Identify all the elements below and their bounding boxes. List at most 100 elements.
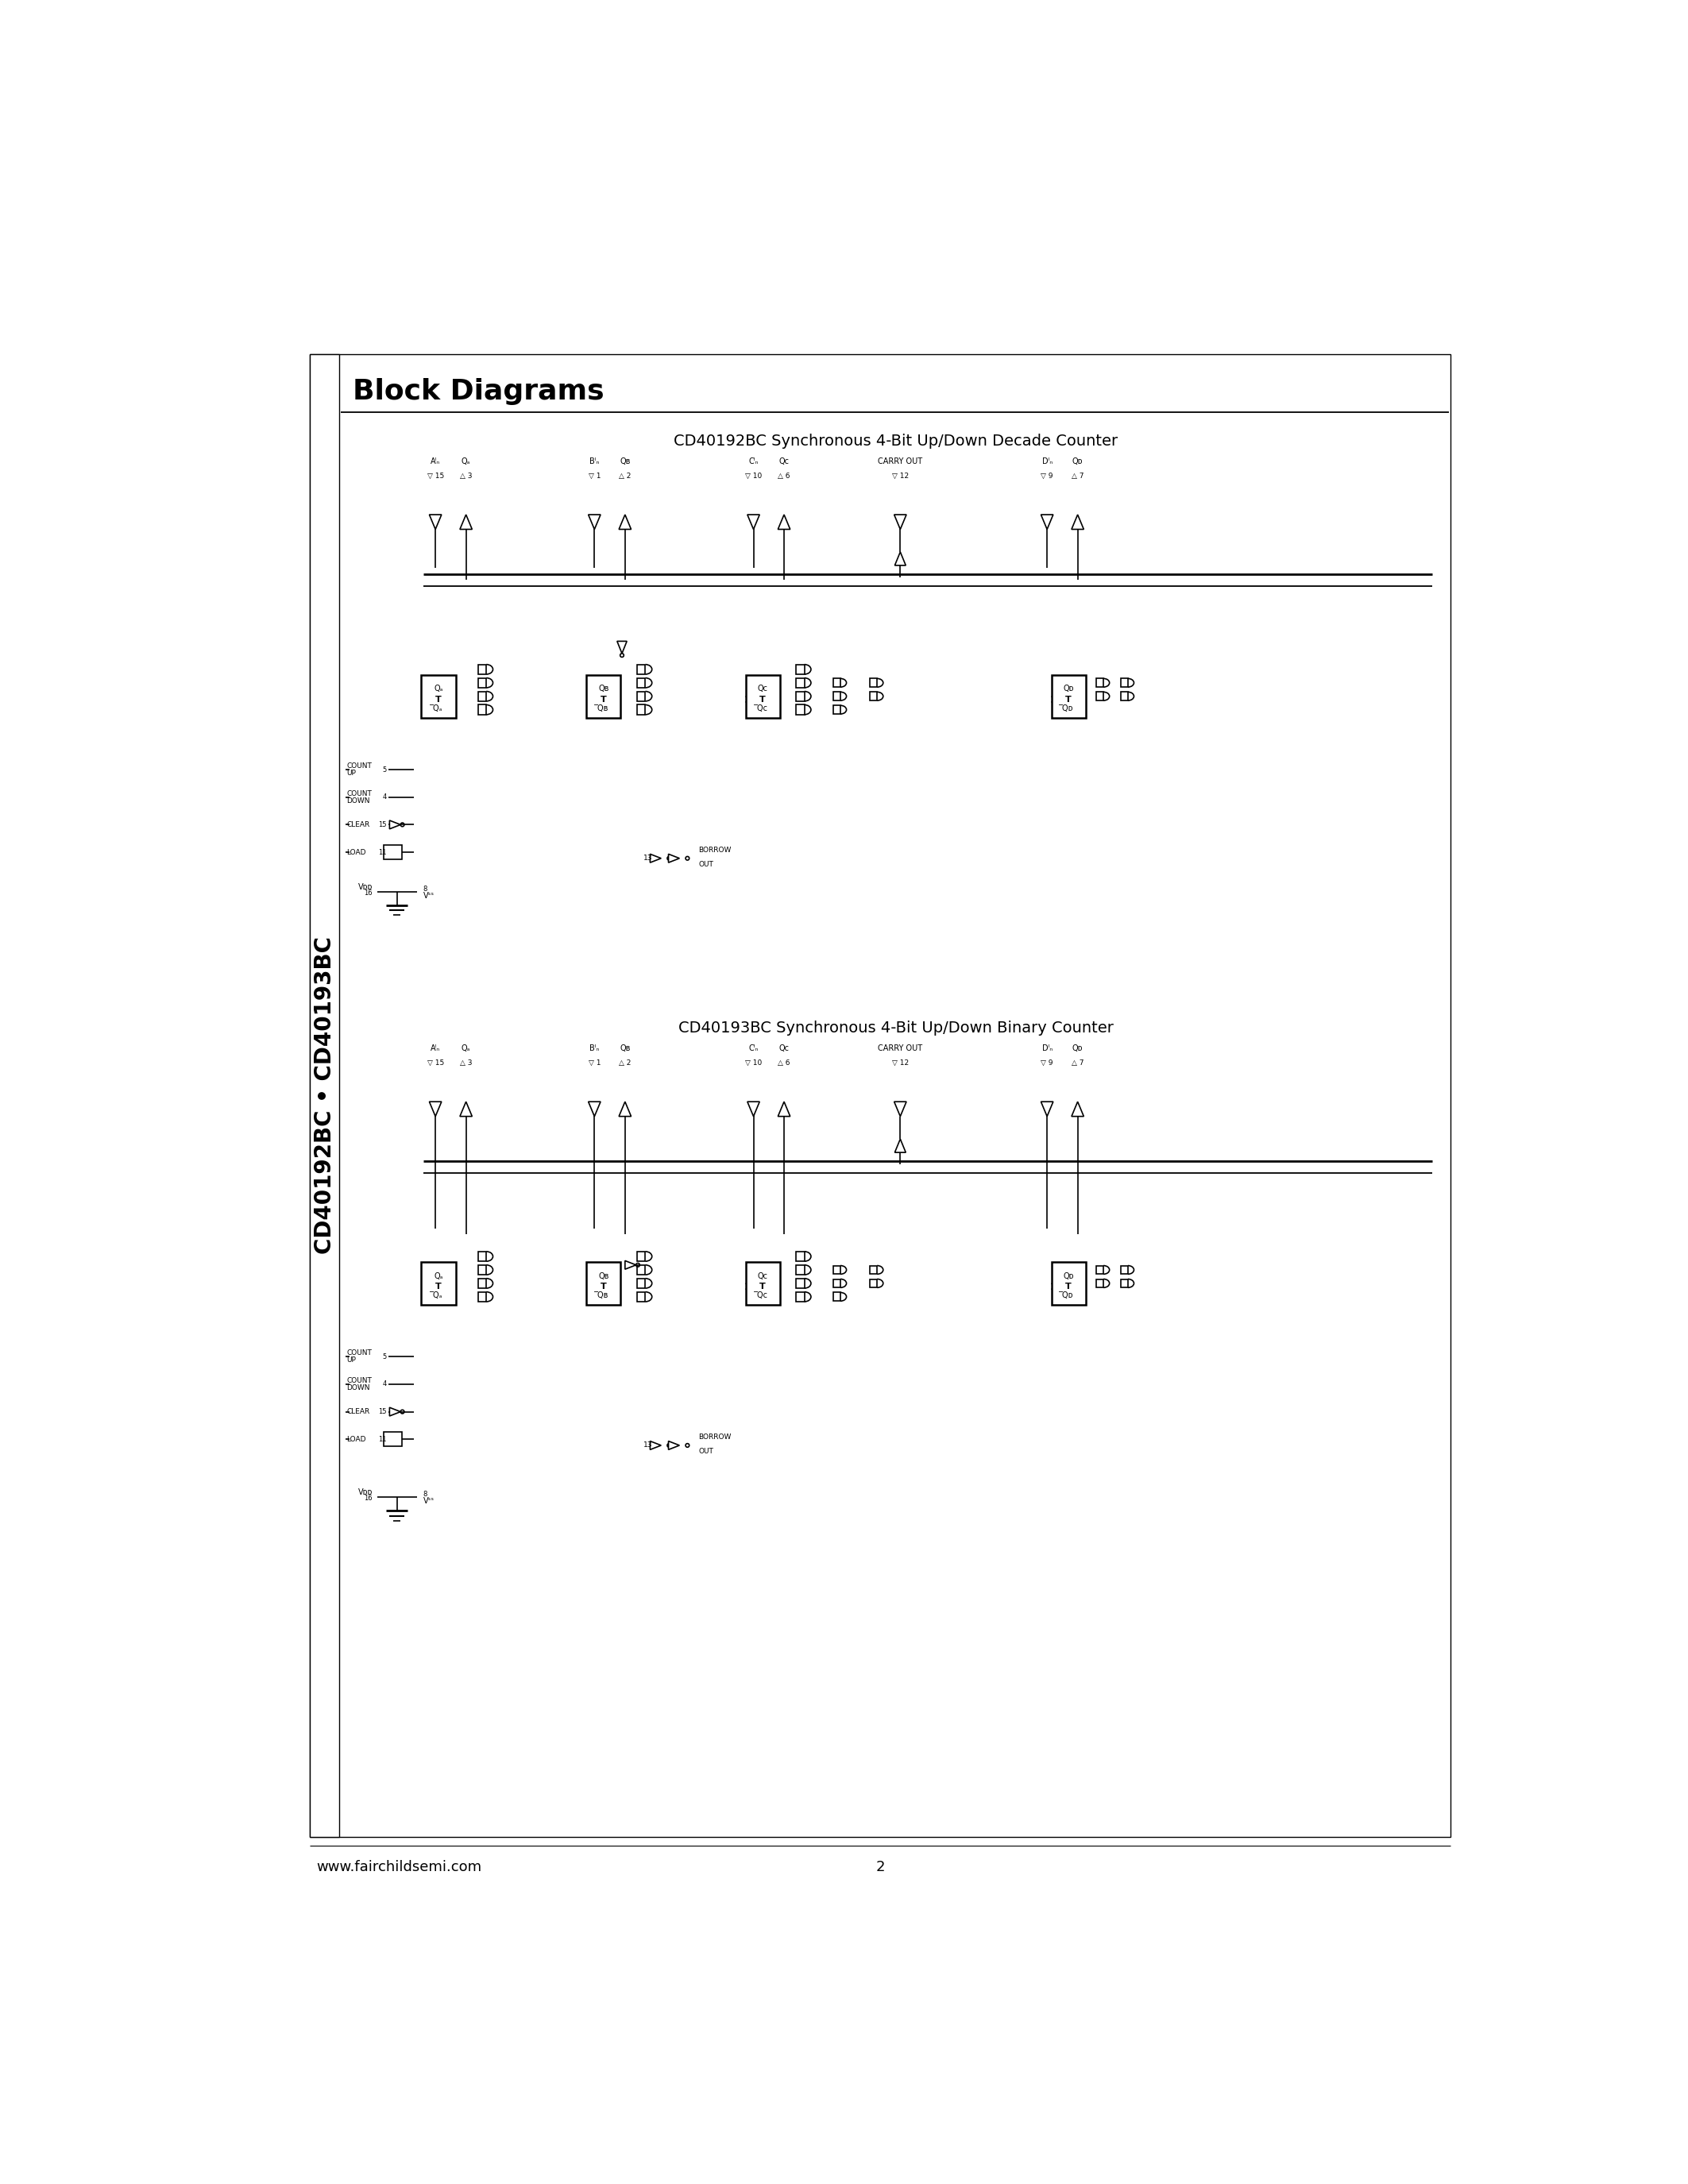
- Bar: [869, 692, 878, 701]
- Text: CD40192BC Synchronous 4-Bit Up/Down Decade Counter: CD40192BC Synchronous 4-Bit Up/Down Deca…: [674, 432, 1117, 448]
- Bar: [1096, 692, 1104, 701]
- Text: Qᴄ: Qᴄ: [778, 456, 790, 465]
- Text: △ 7: △ 7: [1072, 472, 1084, 480]
- Polygon shape: [459, 515, 473, 529]
- Text: CD40192BC • CD40193BC: CD40192BC • CD40193BC: [314, 937, 336, 1254]
- Text: 8: 8: [424, 1492, 427, 1498]
- Text: Aᴵₙ: Aᴵₙ: [430, 1044, 441, 1053]
- Bar: [797, 1278, 805, 1289]
- Bar: [832, 692, 841, 701]
- Text: T: T: [601, 1282, 606, 1291]
- Text: Aᴵₙ: Aᴵₙ: [430, 456, 441, 465]
- Bar: [478, 664, 486, 675]
- Bar: [638, 705, 645, 714]
- Polygon shape: [650, 854, 662, 863]
- Text: 16: 16: [365, 1496, 373, 1503]
- Text: ▽ 1: ▽ 1: [589, 472, 601, 480]
- Polygon shape: [895, 1140, 906, 1153]
- Polygon shape: [1041, 515, 1053, 529]
- Text: CARRY OUT: CARRY OUT: [878, 1044, 923, 1053]
- Text: Vˢˢ: Vˢˢ: [424, 1496, 434, 1505]
- Text: Qᴄ: Qᴄ: [778, 1044, 790, 1053]
- Text: 5: 5: [381, 767, 387, 773]
- Text: 15: 15: [378, 1409, 387, 1415]
- Polygon shape: [668, 854, 680, 863]
- Bar: [478, 677, 486, 688]
- Bar: [478, 1251, 486, 1262]
- Text: ̅Qᴅ: ̅Qᴅ: [1063, 705, 1074, 712]
- Polygon shape: [748, 1101, 760, 1116]
- Bar: [638, 1265, 645, 1275]
- Polygon shape: [589, 515, 601, 529]
- Polygon shape: [429, 515, 442, 529]
- Text: Qᴅ: Qᴅ: [1063, 1271, 1074, 1280]
- Text: Qᴅ: Qᴅ: [1072, 456, 1084, 465]
- Text: ▽ 10: ▽ 10: [744, 472, 761, 480]
- Bar: [797, 1265, 805, 1275]
- Text: 8: 8: [424, 885, 427, 893]
- Text: 13: 13: [643, 1441, 653, 1448]
- Bar: [1096, 1280, 1104, 1289]
- Text: COUNT: COUNT: [346, 1376, 371, 1385]
- Bar: [832, 1265, 841, 1273]
- Bar: [422, 1262, 456, 1304]
- Bar: [1052, 1262, 1085, 1304]
- Text: △ 3: △ 3: [459, 472, 473, 480]
- Text: COUNT: COUNT: [346, 791, 371, 797]
- Bar: [383, 845, 402, 860]
- Bar: [832, 679, 841, 688]
- Text: Qₐ: Qₐ: [461, 1044, 471, 1053]
- Text: OUT: OUT: [699, 860, 714, 867]
- Bar: [638, 1293, 645, 1302]
- Text: Qᴅ: Qᴅ: [1063, 686, 1074, 692]
- Text: ▽ 9: ▽ 9: [1041, 1059, 1053, 1066]
- Text: Qᴄ: Qᴄ: [758, 1271, 768, 1280]
- Bar: [405, 570, 1435, 819]
- Polygon shape: [429, 1101, 442, 1116]
- Text: △ 2: △ 2: [619, 1059, 631, 1066]
- Text: DOWN: DOWN: [346, 1385, 370, 1391]
- Text: Block Diagrams: Block Diagrams: [353, 378, 604, 406]
- Text: Vᴅᴅ: Vᴅᴅ: [358, 882, 373, 891]
- Text: ̅Qᴄ: ̅Qᴄ: [758, 1291, 768, 1299]
- Text: T: T: [760, 695, 766, 703]
- Text: Qʙ: Qʙ: [619, 1044, 630, 1053]
- Text: ▽ 12: ▽ 12: [891, 472, 908, 480]
- Text: 11: 11: [378, 1435, 387, 1444]
- Bar: [797, 664, 805, 675]
- Polygon shape: [895, 553, 906, 566]
- Text: ̅Qₐ: ̅Qₐ: [434, 1291, 442, 1299]
- Text: DOWN: DOWN: [346, 797, 370, 804]
- Text: T: T: [436, 695, 442, 703]
- Bar: [478, 692, 486, 701]
- Text: ̅Qʙ: ̅Qʙ: [598, 705, 609, 712]
- Text: Qₐ: Qₐ: [434, 686, 442, 692]
- Polygon shape: [589, 1101, 601, 1116]
- Bar: [478, 705, 486, 714]
- Text: Vᴅᴅ: Vᴅᴅ: [358, 1489, 373, 1496]
- Text: BORROW: BORROW: [699, 1433, 731, 1441]
- Bar: [869, 679, 878, 688]
- Bar: [746, 1262, 780, 1304]
- Text: Qʙ: Qʙ: [619, 456, 630, 465]
- Bar: [797, 1251, 805, 1262]
- Bar: [1121, 1265, 1128, 1273]
- Bar: [1121, 679, 1128, 688]
- Text: ̅Qʙ: ̅Qʙ: [598, 1291, 609, 1299]
- Polygon shape: [778, 515, 790, 529]
- Bar: [869, 1265, 878, 1273]
- Bar: [797, 677, 805, 688]
- Bar: [478, 1293, 486, 1302]
- Bar: [832, 705, 841, 714]
- Text: ̅Qₐ: ̅Qₐ: [434, 705, 442, 712]
- Text: ▽ 15: ▽ 15: [427, 472, 444, 480]
- Bar: [311, 354, 1450, 1837]
- Text: ▽ 12: ▽ 12: [891, 1059, 908, 1066]
- Bar: [638, 677, 645, 688]
- Text: 15: 15: [378, 821, 387, 828]
- Text: OUT: OUT: [699, 1448, 714, 1455]
- Bar: [638, 664, 645, 675]
- Bar: [478, 1265, 486, 1275]
- Bar: [1096, 679, 1104, 688]
- Text: △ 6: △ 6: [778, 1059, 790, 1066]
